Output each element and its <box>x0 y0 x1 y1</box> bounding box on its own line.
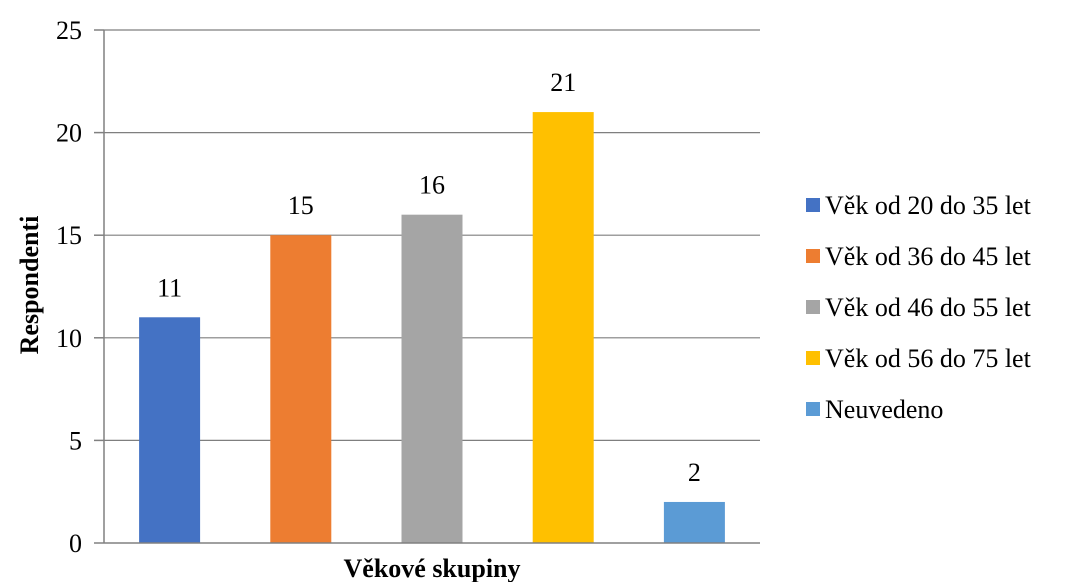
legend-entry: Věk od 20 do 35 let <box>825 191 1032 220</box>
data-label: 15 <box>288 191 314 220</box>
bars <box>139 112 725 543</box>
y-tick-label: 15 <box>56 221 82 250</box>
legend-entry: Věk od 46 do 55 let <box>825 293 1032 322</box>
legend-swatch <box>806 351 820 365</box>
y-tick-label: 20 <box>56 119 82 148</box>
y-tick-label: 5 <box>69 426 82 455</box>
bar <box>532 112 594 543</box>
legend-entry: Neuvedeno <box>825 395 943 424</box>
bar <box>270 235 332 543</box>
y-tick-label: 25 <box>56 16 82 45</box>
legend-entry: Věk od 56 do 75 let <box>825 344 1032 373</box>
data-label: 2 <box>688 458 701 487</box>
legend-swatch <box>806 402 820 416</box>
data-label: 16 <box>419 171 445 200</box>
bar <box>663 501 725 543</box>
y-tick-label: 10 <box>56 324 82 353</box>
y-tick-label: 0 <box>69 529 82 558</box>
data-label: 21 <box>550 68 576 97</box>
y-axis-ticks: 0 5 10 15 20 25 <box>56 16 82 558</box>
bar <box>401 214 463 543</box>
legend-swatch <box>806 300 820 314</box>
x-axis-title: Věkové skupiny <box>344 554 521 582</box>
data-labels: 11 15 16 21 2 <box>157 68 701 487</box>
y-axis-title: Respondenti <box>15 216 44 355</box>
legend-swatch <box>806 198 820 212</box>
legend: Věk od 20 do 35 let Věk od 36 do 45 let Vě… <box>806 191 1032 424</box>
legend-entry: Věk od 36 do 45 let <box>825 242 1032 271</box>
bar <box>139 317 201 543</box>
data-label: 11 <box>157 273 182 302</box>
legend-swatch <box>806 249 820 263</box>
